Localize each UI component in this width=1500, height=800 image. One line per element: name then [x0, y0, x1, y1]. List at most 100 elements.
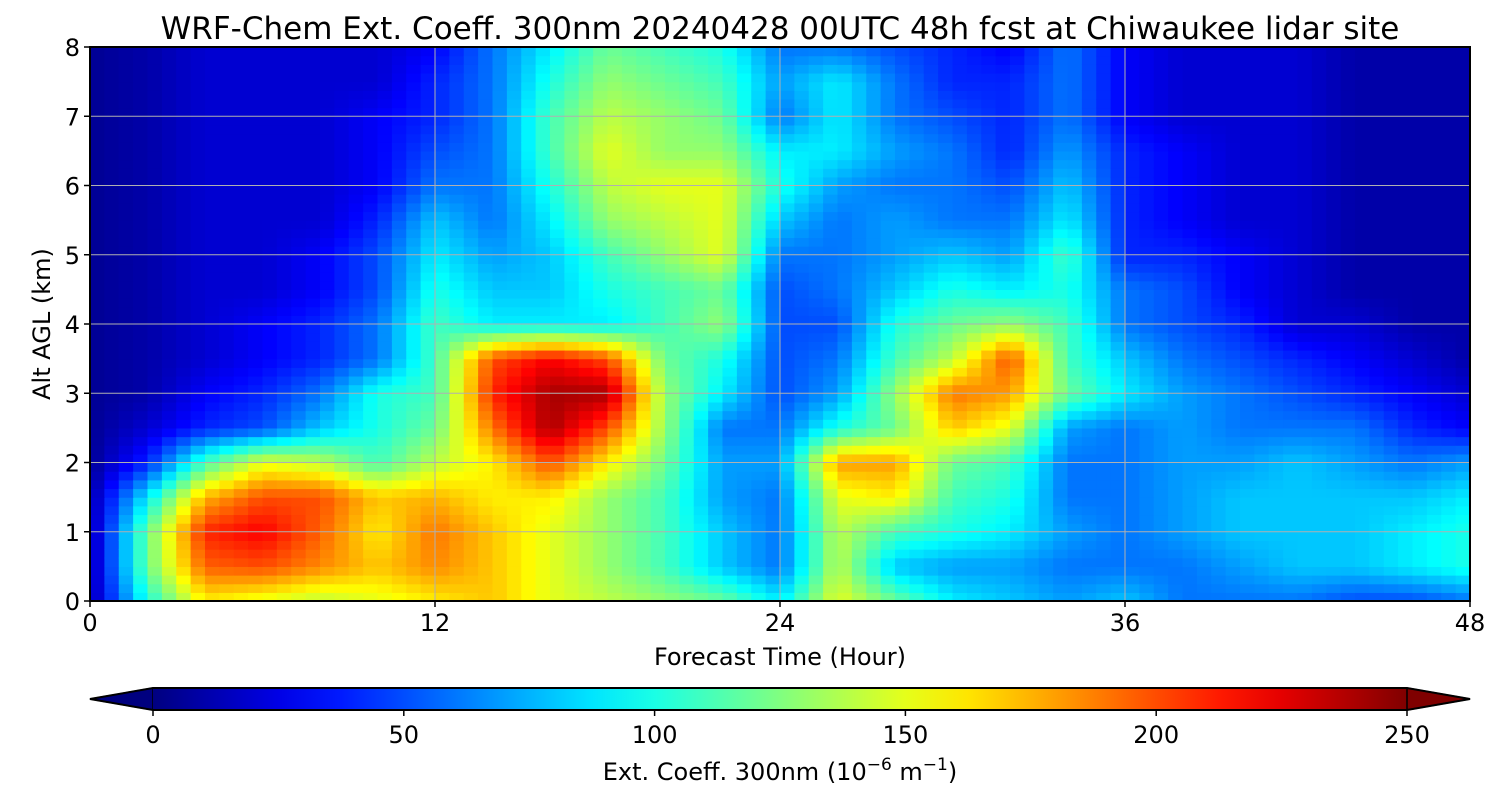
heatmap-cell [765, 194, 781, 204]
heatmap-cell [1355, 375, 1370, 386]
heatmap-cell [1211, 566, 1227, 576]
heatmap-cell [118, 410, 134, 420]
heatmap-cell [808, 427, 824, 438]
heatmap-cell [1139, 272, 1155, 282]
heatmap-cell [305, 332, 321, 342]
heatmap-cell [966, 410, 982, 420]
heatmap-cell [938, 497, 954, 507]
heatmap-cell [1369, 523, 1385, 533]
heatmap-cell [492, 263, 508, 273]
heatmap-cell [205, 471, 220, 481]
heatmap-cell [607, 575, 623, 585]
heatmap-cell [578, 514, 594, 524]
heatmap-cell [1182, 375, 1198, 386]
heatmap-cell [248, 445, 264, 455]
heatmap-cell [1096, 289, 1112, 299]
heatmap-cell [1067, 566, 1083, 576]
heatmap-cell [794, 324, 810, 334]
heatmap-cell [377, 557, 393, 567]
heatmap-cell [334, 488, 350, 498]
heatmap-cell [1398, 592, 1414, 601]
heatmap-cell [1153, 566, 1169, 576]
heatmap-cell [607, 324, 623, 334]
heatmap-cell [291, 436, 307, 446]
heatmap-cell [995, 168, 1011, 178]
heatmap-cell [435, 289, 450, 299]
heatmap-cell [1268, 367, 1284, 377]
heatmap-cell [176, 384, 192, 394]
heatmap-cell [995, 566, 1011, 576]
heatmap-cell [808, 176, 824, 187]
heatmap-cell [219, 575, 235, 585]
heatmap-cell [621, 289, 637, 299]
heatmap-cell [320, 367, 335, 377]
heatmap-cell [650, 479, 666, 490]
heatmap-cell [1426, 505, 1442, 516]
heatmap-cell [1211, 462, 1227, 472]
heatmap-cell [1240, 531, 1255, 542]
heatmap-cell [550, 315, 565, 325]
heatmap-cell [190, 202, 206, 213]
heatmap-cell [1024, 341, 1040, 351]
heatmap-cell [276, 176, 292, 187]
heatmap-cell [133, 237, 149, 247]
heatmap-cell [118, 280, 134, 290]
heatmap-cell [205, 505, 220, 516]
heatmap-cell [880, 401, 896, 412]
heatmap-cell [650, 427, 666, 438]
heatmap-cell [219, 185, 235, 195]
heatmap-cell [1110, 445, 1126, 455]
heatmap-cell [780, 497, 795, 507]
heatmap-cell [1441, 324, 1457, 334]
heatmap-cell [895, 176, 910, 187]
heatmap-cell [492, 228, 508, 239]
heatmap-cell [506, 202, 522, 213]
heatmap-cell [1139, 540, 1155, 550]
heatmap-cell [363, 185, 379, 195]
heatmap-cell [176, 427, 192, 438]
heatmap-cell [205, 497, 220, 507]
heatmap-cell [1383, 150, 1399, 161]
heatmap-cell [1211, 263, 1227, 273]
heatmap-cell [1441, 488, 1457, 498]
heatmap-cell [952, 523, 968, 533]
heatmap-cell [1383, 168, 1399, 178]
heatmap-cell [679, 298, 695, 308]
heatmap-cell [1125, 332, 1140, 342]
heatmap-cell [765, 280, 781, 290]
heatmap-cell [463, 280, 479, 290]
heatmap-cell [190, 583, 206, 593]
heatmap-cell [794, 592, 810, 601]
heatmap-cell [291, 453, 307, 464]
heatmap-cell [449, 246, 465, 256]
heatmap-cell [909, 497, 925, 507]
heatmap-cell [133, 358, 149, 368]
heatmap-cell [1110, 384, 1126, 394]
heatmap-cell [938, 540, 954, 550]
heatmap-cell [995, 410, 1011, 420]
heatmap-cell [435, 549, 450, 559]
heatmap-cell [708, 298, 724, 308]
heatmap-cell [1168, 497, 1184, 507]
heatmap-cell [463, 263, 479, 273]
heatmap-cell [1081, 575, 1097, 585]
heatmap-cell [1182, 549, 1198, 559]
heatmap-cell [708, 531, 724, 542]
heatmap-cell [506, 436, 522, 446]
heatmap-cell [1182, 514, 1198, 524]
heatmap-cell [895, 159, 910, 169]
heatmap-cell [621, 453, 637, 464]
heatmap-cell [952, 453, 968, 464]
heatmap-cell [1153, 176, 1169, 187]
heatmap-cell [837, 505, 853, 516]
heatmap-cell [1010, 358, 1025, 368]
heatmap-cell [478, 306, 494, 316]
heatmap-cell [1096, 375, 1112, 386]
heatmap-cell [837, 453, 853, 464]
heatmap-cell [291, 393, 307, 403]
heatmap-cell [205, 445, 220, 455]
heatmap-cell [765, 488, 781, 498]
heatmap-cell [435, 540, 450, 550]
heatmap-cell [1455, 324, 1470, 334]
heatmap-cell [147, 462, 163, 472]
